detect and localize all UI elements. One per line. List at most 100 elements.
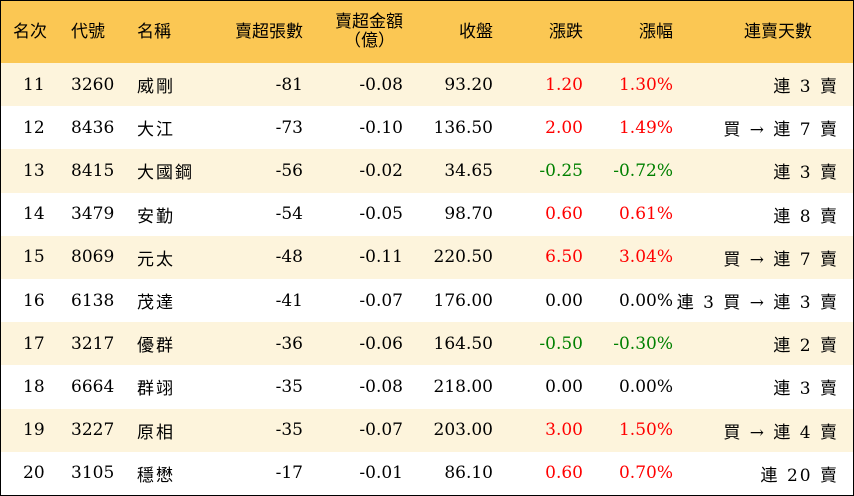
rank-cell: 18 xyxy=(23,376,45,397)
code-cell: 3217 xyxy=(71,333,115,354)
change-pct-cell: -0.72% xyxy=(613,160,673,181)
header-oversold-amount: 賣超金額 （億） xyxy=(303,1,403,63)
consecutive-days-cell: 連 3 賣 xyxy=(773,163,839,184)
name-cell: 群翊 xyxy=(137,379,175,400)
rank-cell: 20 xyxy=(23,463,45,484)
change-cell: 0.00 xyxy=(545,376,583,397)
oversold-amount-cell: -0.08 xyxy=(359,376,403,397)
oversold-lots-cell: -54 xyxy=(275,204,303,225)
header-oversold-amount-line2: （億） xyxy=(344,31,395,51)
change-cell: 0.60 xyxy=(545,204,583,225)
change-pct-cell: 1.49% xyxy=(618,117,673,138)
oversold-amount-cell: -0.02 xyxy=(359,160,403,181)
table-row: 19 3227 原相 -35 -0.07 203.00 3.00 1.50% 買 → 連 4 賣 xyxy=(1,408,853,452)
oversold-amount-cell: -0.05 xyxy=(359,204,403,225)
header-close: 收盤 xyxy=(459,21,493,42)
close-cell: 176.00 xyxy=(433,290,493,311)
rank-cell: 12 xyxy=(23,117,45,138)
close-cell: 98.70 xyxy=(444,204,493,225)
name-cell: 穩懋 xyxy=(137,465,175,486)
header-name: 名稱 xyxy=(137,21,171,42)
table-row: 15 8069 元太 -48 -0.11 220.50 6.50 3.04% 買 → 連 7 賣 xyxy=(1,235,853,279)
close-cell: 164.50 xyxy=(433,333,493,354)
header-change: 漲跌 xyxy=(549,21,583,42)
code-cell: 8415 xyxy=(71,160,115,181)
consecutive-days-cell: 買 → 連 7 賣 xyxy=(723,120,839,141)
oversold-lots-cell: -17 xyxy=(275,463,303,484)
change-pct-cell: 0.61% xyxy=(618,204,673,225)
header-consecutive-days: 連賣天數 xyxy=(744,21,812,42)
code-cell: 6664 xyxy=(71,376,115,397)
oversold-lots-cell: -48 xyxy=(275,247,303,268)
table-row: 14 3479 安勤 -54 -0.05 98.70 0.60 0.61% 連 8 賣 xyxy=(1,192,853,236)
code-cell: 8436 xyxy=(71,117,115,138)
code-cell: 6138 xyxy=(71,290,115,311)
oversold-lots-cell: -56 xyxy=(275,160,303,181)
table-row: 11 3260 威剛 -81 -0.08 93.20 1.20 1.30% 連 3 賣 xyxy=(1,63,853,107)
name-cell: 安勤 xyxy=(137,206,175,227)
close-cell: 218.00 xyxy=(433,376,493,397)
table-row: 17 3217 優群 -36 -0.06 164.50 -0.50 -0.30% 連 2 賣 xyxy=(1,322,853,366)
close-cell: 203.00 xyxy=(433,420,493,441)
rank-cell: 13 xyxy=(23,160,45,181)
oversold-lots-cell: -41 xyxy=(275,290,303,311)
change-cell: 6.50 xyxy=(545,247,583,268)
close-cell: 86.10 xyxy=(444,463,493,484)
rank-cell: 16 xyxy=(23,290,45,311)
oversold-amount-cell: -0.01 xyxy=(359,463,403,484)
rank-cell: 17 xyxy=(23,333,45,354)
code-cell: 3260 xyxy=(71,74,115,95)
oversold-amount-cell: -0.07 xyxy=(359,420,403,441)
table-row: 13 8415 大國鋼 -56 -0.02 34.65 -0.25 -0.72% 連 3 賣 xyxy=(1,149,853,193)
change-cell: 3.00 xyxy=(545,420,583,441)
change-cell: -0.25 xyxy=(539,160,583,181)
table-row: 12 8436 大江 -73 -0.10 136.50 2.00 1.49% 買 → 連 7 賣 xyxy=(1,106,853,150)
name-cell: 大江 xyxy=(137,120,175,141)
header-rank: 名次 xyxy=(13,21,47,42)
change-pct-cell: 3.04% xyxy=(618,247,673,268)
consecutive-days-cell: 連 20 賣 xyxy=(760,465,839,486)
change-pct-cell: 1.50% xyxy=(618,420,673,441)
name-cell: 威剛 xyxy=(137,77,175,98)
change-cell: 0.00 xyxy=(545,290,583,311)
change-cell: 2.00 xyxy=(545,117,583,138)
rank-cell: 11 xyxy=(23,74,45,95)
change-cell: -0.50 xyxy=(539,333,583,354)
oversold-amount-cell: -0.08 xyxy=(359,74,403,95)
table-row: 18 6664 群翊 -35 -0.08 218.00 0.00 0.00% 連 3 賣 xyxy=(1,365,853,409)
name-cell: 茂達 xyxy=(137,293,175,314)
consecutive-days-cell: 連 2 賣 xyxy=(773,336,839,357)
oversold-amount-cell: -0.06 xyxy=(359,333,403,354)
rank-cell: 15 xyxy=(23,247,45,268)
consecutive-days-cell: 連 3 賣 xyxy=(773,379,839,400)
consecutive-days-cell: 買 → 連 4 賣 xyxy=(723,422,839,443)
consecutive-days-cell: 買 → 連 7 賣 xyxy=(723,249,839,270)
rank-cell: 14 xyxy=(23,204,45,225)
oversold-lots-cell: -36 xyxy=(275,333,303,354)
table-row: 20 3105 穩懋 -17 -0.01 86.10 0.60 0.70% 連 20 賣 xyxy=(1,451,853,495)
name-cell: 優群 xyxy=(137,336,175,357)
code-cell: 3479 xyxy=(71,204,115,225)
table-row: 16 6138 茂達 -41 -0.07 176.00 0.00 0.00% 連 3 買 → 連… xyxy=(1,278,853,323)
oversold-lots-cell: -35 xyxy=(275,420,303,441)
code-cell: 3227 xyxy=(71,420,115,441)
header-oversold-lots: 賣超張數 xyxy=(235,21,303,42)
change-pct-cell: 0.00% xyxy=(618,290,673,311)
change-cell: 1.20 xyxy=(545,74,583,95)
change-pct-cell: 1.30% xyxy=(618,74,673,95)
change-pct-cell: 0.00% xyxy=(618,376,673,397)
header-oversold-amount-line1: 賣超金額 xyxy=(335,12,403,32)
header-change-pct: 漲幅 xyxy=(639,21,673,42)
oversold-lots-cell: -73 xyxy=(275,117,303,138)
change-pct-cell: 0.70% xyxy=(618,463,673,484)
oversold-amount-cell: -0.07 xyxy=(359,290,403,311)
code-cell: 8069 xyxy=(71,247,115,268)
close-cell: 136.50 xyxy=(433,117,493,138)
change-cell: 0.60 xyxy=(545,463,583,484)
rank-cell: 19 xyxy=(23,420,45,441)
name-cell: 大國鋼 xyxy=(137,163,194,184)
name-cell: 元太 xyxy=(137,249,175,270)
consecutive-days-cell: 連 8 賣 xyxy=(773,206,839,227)
